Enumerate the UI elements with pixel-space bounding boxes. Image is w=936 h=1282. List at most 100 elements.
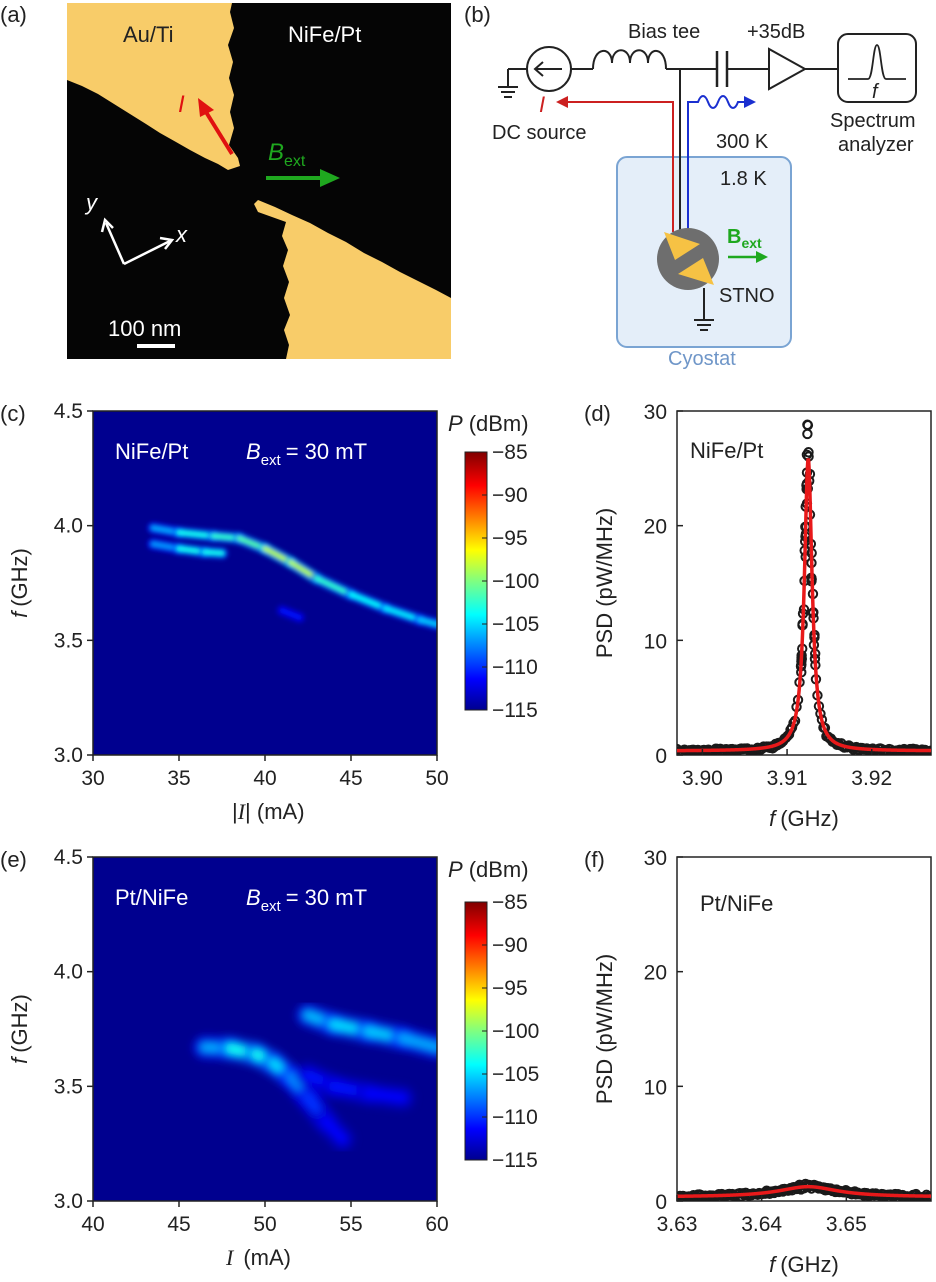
spectrum-d-xtick-label: 3.90	[682, 767, 723, 790]
spectrum-d-ticks: 3.90 3.91 3.92 0 10 20 30	[644, 401, 893, 790]
heatmap-c-xtick-label: 35	[167, 767, 190, 790]
heatmap-e-ytick-label: 3.5	[54, 1075, 83, 1098]
upper-electrode	[67, 3, 240, 170]
temp-1-8k-label: 1.8 K	[720, 168, 767, 190]
lower-electrode	[254, 200, 451, 359]
heatmap-c-ytick-label: 4.0	[54, 515, 83, 538]
heatmap-e-field: Bext = 30 mT	[246, 885, 367, 915]
spectrum-f-xlabel: f (GHz)	[769, 1252, 839, 1277]
scale-bar-label: 100 nm	[108, 316, 181, 341]
stno-label: STNO	[719, 285, 775, 307]
ground-left	[498, 69, 518, 98]
spectrum-f-ylabel: PSD (pW/MHz)	[592, 954, 617, 1104]
heatmap-c-xtick-label: 40	[253, 767, 276, 790]
heatmap-c-xlabel: |I| (mA)	[232, 799, 305, 824]
spectrum-f-ticks: 3.63 3.64 3.65 0 10 20 30	[644, 847, 867, 1236]
colorbar-e-tick-label: −100	[492, 1020, 539, 1043]
spectrum-d-ytick-label: 20	[644, 516, 667, 539]
field-arrow	[266, 169, 340, 187]
stno-field-arrow	[728, 251, 768, 263]
stno-field-label: Bext	[727, 226, 762, 251]
spectrum-f-frame	[676, 856, 932, 1202]
heatmap-c-xtick-label: 30	[81, 767, 104, 790]
heatmap-e-ytick-label: 3.0	[54, 1190, 83, 1213]
spectrum-f-xtick-label: 3.65	[826, 1213, 867, 1236]
colorbar-e-tick-label: −95	[492, 977, 528, 1000]
spectrum-f-xtick-label: 3.64	[741, 1213, 782, 1236]
heatmap-e-xlabel: I (mA)	[225, 1245, 291, 1270]
colorbar-c-tick-label: −90	[492, 484, 528, 507]
heatmap-c-ridge-segment	[279, 608, 302, 620]
spectrum-f-ytick-label: 20	[644, 962, 667, 985]
analyzer-label-1: Spectrum	[830, 110, 916, 132]
spectrum-d-ytick-label: 30	[644, 401, 667, 424]
spectrum-f-fit-curve	[677, 1184, 931, 1199]
heatmap-e-ylabel: f(GHz)	[7, 994, 32, 1064]
temp-300k-label: 300 K	[716, 131, 769, 153]
heatmap-e-features	[192, 1003, 437, 1152]
analyzer-peak-icon	[848, 44, 906, 80]
heatmap-c-annotation: NiFe/Pt	[115, 439, 188, 464]
spectrum-f-annotation: Pt/NiFe	[700, 891, 773, 916]
colorbar-e: −85 −90 −95 −100 −105 −110 −115 P (dBm)	[448, 857, 539, 1172]
panel-label-e: (e)	[0, 847, 27, 872]
colorbar-c-tick-label: −105	[492, 613, 539, 636]
colorbar-e-label: P (dBm)	[448, 857, 529, 882]
panel-label-c: (c)	[0, 401, 26, 426]
heatmap-c-feature-2	[276, 604, 306, 624]
heatmap-c-feature-0	[147, 521, 437, 631]
dc-current-arrow	[556, 96, 674, 232]
colorbar-c: −85 −90 −95 −100 −105 −110 −115 P (dBm)	[448, 411, 539, 722]
spectrum-f-ytick-label: 30	[644, 847, 667, 870]
panel-label-a: (a)	[0, 2, 27, 27]
heatmap-c-ridge-segment	[348, 591, 388, 611]
heatmap-e-xtick-label: 55	[339, 1213, 362, 1236]
spectrum-d-data	[677, 419, 931, 755]
heatmap-c-xtick-label: 45	[339, 767, 362, 790]
colorbar-c-tick-label: −115	[492, 699, 538, 722]
heatmap-e-annotation: Pt/NiFe	[115, 885, 188, 910]
heatmap-c-ridge-segment	[382, 605, 423, 623]
nife-pt-label: NiFe/Pt	[288, 22, 361, 47]
dc-source-label: DC source	[492, 122, 586, 144]
heatmap-c-ylabel: f(GHz)	[7, 548, 32, 618]
heatmap-c-ytick-label: 3.0	[54, 744, 83, 767]
heatmap-e-feature-1	[296, 1003, 437, 1060]
axes-arrows	[100, 217, 175, 266]
capacitor-symbol	[715, 51, 729, 87]
panel-label-d: (d)	[584, 401, 611, 426]
heatmap-c-xtick-label: 50	[425, 767, 448, 790]
spectrum-d-ytick-label: 0	[655, 745, 667, 768]
amplifier-symbol	[768, 47, 808, 91]
colorbar-e-tick-label: −85	[492, 891, 528, 914]
bias-tee-label: Bias tee	[628, 21, 700, 43]
axis-y-label: y	[84, 190, 99, 215]
heatmap-e-xtick-label: 60	[425, 1213, 448, 1236]
heatmap-c-background	[93, 411, 437, 755]
inductor-symbol	[592, 49, 667, 70]
colorbar-c-ticks: −85 −90 −95 −100 −105 −110 −115	[482, 441, 539, 722]
rf-signal-arrow	[687, 95, 756, 232]
spectrum-analyzer-box	[837, 33, 917, 103]
colorbar-c-tick-label: −85	[492, 441, 528, 464]
colorbar-e-tick-label: −90	[492, 934, 528, 957]
heatmap-e-ticks: 40 45 50 55 60 3.0 3.5 4.0 4.5	[54, 846, 449, 1236]
heatmap-e-ridge-segment	[320, 1115, 348, 1145]
heatmap-e-ridge-segment	[397, 1033, 437, 1053]
au-ti-label: Au/Ti	[123, 22, 174, 47]
heatmap-e-ytick-label: 4.5	[54, 846, 83, 869]
panel-label-b: (b)	[464, 2, 491, 27]
colorbar-e-tick-label: −105	[492, 1063, 539, 1086]
colorbar-e-tick-label: −110	[492, 1106, 538, 1129]
colorbar-e-tick-label: −115	[492, 1149, 538, 1172]
heatmap-c-feature-1	[147, 538, 228, 560]
current-arrow	[198, 98, 234, 156]
spectrum-d-xtick-label: 3.91	[767, 767, 808, 790]
heatmap-c-field: Bext = 30 mT	[246, 439, 367, 469]
heatmap-c: 30 35 40 45 50 3.0 3.5 4.0 4.5 NiFe/Pt Bext = 30 …	[7, 400, 539, 824]
spectrum-d-annotation: NiFe/Pt	[690, 438, 763, 463]
schematic-current-label: I	[539, 92, 545, 117]
colorbar-c-tick-label: −95	[492, 527, 528, 550]
colorbar-c-tick-label: −110	[492, 656, 538, 679]
